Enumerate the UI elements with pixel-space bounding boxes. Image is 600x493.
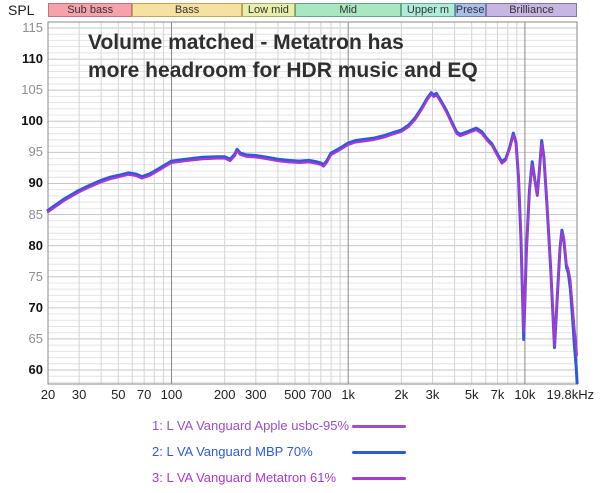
y-tick-75: 75 [28,268,43,284]
x-tick-200: 200 [213,387,236,402]
chart-title-line2: more headroom for HDR music and EQ [88,59,478,82]
curve-metatron-61 [47,93,578,356]
plot-border [47,21,578,385]
x-tick-20: 20 [40,387,56,402]
y-tick-65: 65 [28,330,43,346]
x-tick-2k: 2k [394,387,409,402]
y-tick-85: 85 [28,206,43,222]
y-tick-80: 80 [28,237,43,253]
y-tick-60: 60 [28,362,43,377]
chart-title-line1: Volume matched - Metatron has [88,31,404,54]
band-low-mid: Low mid [241,3,295,17]
y-tick-70: 70 [28,299,43,315]
legend-label-2: 2: L VA Vanguard MBP 70% [152,444,313,459]
band-mid: Mid [295,3,402,17]
x-tick-30: 30 [71,387,87,402]
x-tick-300: 300 [244,387,267,402]
legend-line-swatch-3 [352,476,406,480]
legend-line-swatch-2 [352,450,406,454]
x-tick-19.8kHz: 19.8kHz [546,387,595,402]
x-tick-70: 70 [136,387,152,402]
frequency-band-strip: Sub bass Bass Low mid Mid Upper m Prese Brilli… [0,3,600,17]
x-tick-50: 50 [111,387,126,402]
y-tick-110: 110 [22,51,43,67]
x-tick-3k: 3k [425,387,440,402]
legend-item-3[interactable]: 3: L VA Vanguard Metatron 61% [152,469,482,487]
legend-label-1: 1: L VA Vanguard Apple usbc-95% [152,418,350,433]
x-tick-700: 700 [309,387,332,402]
x-tick-100: 100 [160,387,183,402]
band-upper-m: Upper m [401,3,455,17]
band-bass: Bass [132,3,242,17]
y-tick-90: 90 [28,175,43,191]
x-tick-5k: 5k [464,387,479,402]
x-tick-7k: 7k [490,387,505,402]
band-sub-bass: Sub bass [48,3,133,17]
y-tick-105: 105 [21,82,43,98]
y-tick-100: 100 [21,113,43,129]
legend-label-3: 3: L VA Vanguard Metatron 61% [152,470,337,485]
legend-item-2[interactable]: 2: L VA Vanguard MBP 70% [152,443,482,461]
band-brilliance: Brilliance [485,3,578,17]
x-tick-10k: 10k [514,387,536,402]
legend-item-1[interactable]: 1: L VA Vanguard Apple usbc-95% [152,417,482,435]
x-tick-500: 500 [284,387,306,402]
legend-line-swatch-1 [352,424,406,428]
x-tick-1k: 1k [341,387,356,402]
spl-axis-title: SPL [8,2,35,18]
y-tick-95: 95 [28,144,43,160]
chart-title: Volume matched - Metatron has more headr… [88,29,478,85]
band-prese: Prese [454,3,486,17]
y-tick-115: 115 [22,19,43,35]
